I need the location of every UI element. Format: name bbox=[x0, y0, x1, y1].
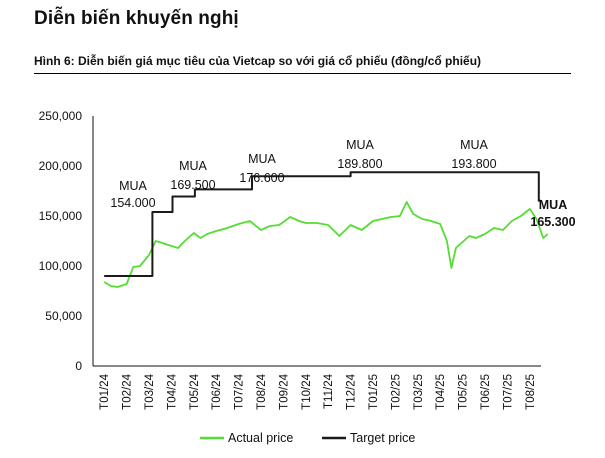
x-tick-label: T01/25 bbox=[368, 374, 380, 410]
legend: Actual price Target price bbox=[200, 431, 415, 445]
y-tick-label: 50,000 bbox=[45, 309, 82, 323]
axes bbox=[92, 116, 541, 367]
x-tick-label: T01/24 bbox=[99, 373, 111, 409]
x-tick-label: T07/24 bbox=[234, 373, 246, 409]
x-tick-label: T09/24 bbox=[278, 373, 290, 409]
x-tick-label: T02/24 bbox=[122, 373, 134, 409]
x-tick-label: T02/25 bbox=[390, 374, 402, 410]
annotation-label: MUA bbox=[179, 159, 207, 173]
figure-caption: Hình 6: Diễn biến giá mục tiêu của Vietc… bbox=[34, 54, 482, 68]
x-tick-label: T04/24 bbox=[166, 373, 178, 409]
x-tick-label: T05/24 bbox=[189, 373, 201, 409]
annotations: MUA 154.000 MUA 169.500 MUA 176.600 MUA 189.800… bbox=[110, 138, 575, 229]
x-tick-label: T08/25 bbox=[525, 374, 537, 410]
y-tick-label: 200,000 bbox=[39, 159, 83, 173]
series-lines bbox=[103, 171, 549, 288]
x-tick-label: T08/24 bbox=[256, 373, 268, 409]
x-tick-label: T06/25 bbox=[480, 374, 492, 410]
annotation-label: MUA bbox=[460, 138, 488, 152]
annotation-label: MUA bbox=[539, 198, 567, 212]
annotation-label: MUA bbox=[248, 152, 276, 166]
x-tick-label: T03/25 bbox=[413, 374, 425, 410]
x-tick-label: T04/25 bbox=[435, 374, 447, 410]
annotation-value: 165.300 bbox=[530, 215, 575, 229]
actual-price-line bbox=[103, 201, 549, 288]
section-heading: Diễn biến khuyến nghị bbox=[34, 8, 239, 29]
legend-label: Actual price bbox=[228, 431, 293, 445]
x-tick-label: T06/24 bbox=[211, 373, 223, 409]
x-tick-label: T07/25 bbox=[502, 374, 514, 410]
x-tick-label: T05/25 bbox=[458, 374, 470, 410]
annotation-label: MUA bbox=[346, 138, 374, 152]
annotation-value: 176.600 bbox=[239, 171, 284, 185]
annotation-value: 193.800 bbox=[451, 157, 496, 171]
caption-divider bbox=[34, 73, 571, 74]
y-tick-label: 150,000 bbox=[39, 209, 83, 223]
y-tick-label: 100,000 bbox=[39, 259, 83, 273]
x-tick-label: T03/24 bbox=[144, 373, 156, 409]
x-axis-tick-labels: T01/24 T02/24 T03/24 T04/24 T05/24 T06/24 T07/… bbox=[99, 373, 537, 409]
x-tick-label: T12/24 bbox=[346, 373, 358, 409]
annotation-value: 189.800 bbox=[337, 157, 382, 171]
annotation-value: 154.000 bbox=[110, 196, 155, 210]
y-tick-label: 0 bbox=[75, 359, 82, 373]
legend-label: Target price bbox=[350, 431, 415, 445]
annotation-value: 169.500 bbox=[170, 178, 215, 192]
x-tick-label: T10/24 bbox=[301, 373, 313, 409]
target-price-line bbox=[104, 171, 541, 277]
y-axis-tick-labels: 0 50,000 100,000 150,000 200,000 250,000 bbox=[39, 109, 83, 373]
x-tick-label: T11/24 bbox=[323, 373, 335, 409]
annotation-label: MUA bbox=[119, 179, 147, 193]
y-tick-label: 250,000 bbox=[39, 109, 83, 123]
